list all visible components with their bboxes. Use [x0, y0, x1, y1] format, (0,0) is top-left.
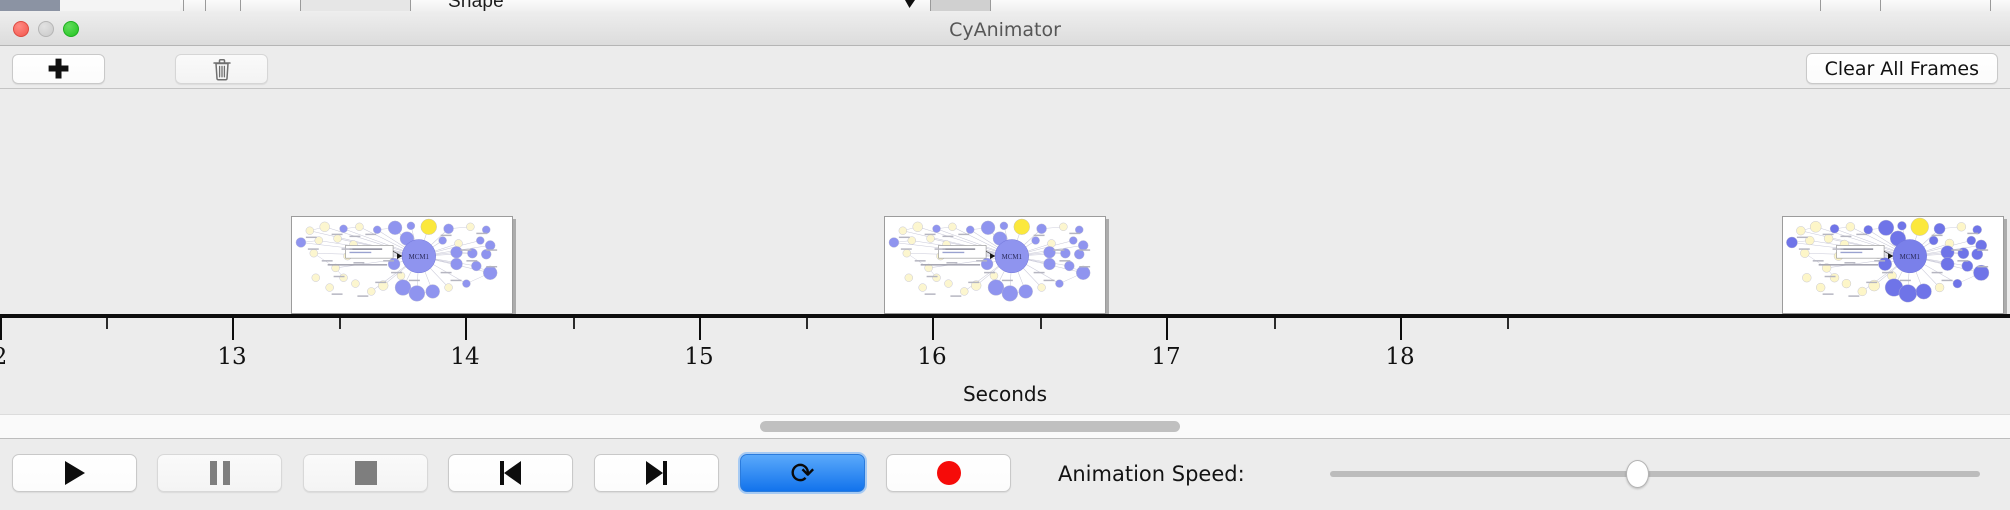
axis-tick-minor: [1274, 318, 1276, 329]
axis-tick-major: [465, 318, 467, 340]
axis-tick-label: 16: [917, 344, 947, 370]
axis-tick-major: [1166, 318, 1168, 340]
svg-text:MCM1: MCM1: [1900, 254, 1921, 261]
axis-title: Seconds: [962, 382, 1048, 406]
previous-frame-button[interactable]: [448, 454, 573, 492]
delete-frame-button[interactable]: [175, 54, 268, 84]
playback-control-bar: ⟳ Animation Speed:: [0, 438, 2010, 510]
minimize-button[interactable]: [38, 21, 54, 37]
close-button[interactable]: [13, 21, 29, 37]
loop-icon: ⟳: [790, 455, 815, 490]
loop-button[interactable]: ⟳: [740, 454, 865, 492]
timeline-scrollbar[interactable]: [0, 414, 2010, 438]
play-button[interactable]: [12, 454, 137, 492]
timeline-frame-thumbnail[interactable]: MCM1: [884, 216, 1106, 314]
axis-tick-major: [699, 318, 701, 340]
skip-previous-icon: [500, 461, 521, 485]
clear-all-frames-button[interactable]: Clear All Frames: [1805, 53, 1998, 84]
slider-thumb[interactable]: [1625, 460, 1649, 488]
axis-tick-label: 14: [450, 344, 480, 370]
animation-speed-slider[interactable]: [1330, 460, 1980, 488]
record-icon: [936, 461, 961, 485]
timeline-panel: MCM1 MCM1 MCM1 2 13 14 15 16 17 18 Seconds: [0, 89, 2010, 414]
axis-line: [0, 314, 2010, 318]
axis-tick-minor: [339, 318, 341, 329]
slider-rail: [1330, 471, 1980, 477]
skip-next-icon: [646, 461, 667, 485]
zoom-button[interactable]: [63, 21, 79, 37]
axis-tick-minor: [806, 318, 808, 329]
pause-icon: [209, 461, 230, 485]
timeline-frame-thumbnail[interactable]: MCM1: [291, 216, 513, 314]
axis-tick-label: 17: [1151, 344, 1181, 370]
timeline-track[interactable]: MCM1 MCM1 MCM1: [0, 89, 2010, 314]
stop-button[interactable]: [303, 454, 428, 492]
axis-tick-major: [0, 318, 2, 340]
stop-icon: [354, 461, 377, 485]
background-window-shape-label: Shape: [448, 0, 504, 12]
svg-text:MCM1: MCM1: [1002, 254, 1023, 261]
svg-text:MCM1: MCM1: [409, 254, 430, 261]
window-title: CyAnimator: [949, 19, 1061, 41]
timeline-axis: 2 13 14 15 16 17 18 Seconds: [0, 314, 2010, 414]
animation-speed-label: Animation Speed:: [1058, 462, 1245, 486]
window-traffic-lights: [13, 21, 79, 37]
axis-tick-label: 2: [0, 344, 7, 370]
axis-tick-minor: [106, 318, 108, 329]
axis-tick-major: [932, 318, 934, 340]
pause-button[interactable]: [157, 454, 282, 492]
axis-tick-major: [232, 318, 234, 340]
next-frame-button[interactable]: [594, 454, 719, 492]
axis-tick-label: 15: [684, 344, 714, 370]
axis-tick-label: 13: [217, 344, 247, 370]
add-frame-button[interactable]: ✚: [12, 54, 105, 84]
axis-tick-label: 18: [1385, 344, 1415, 370]
title-bar: CyAnimator: [0, 11, 2010, 46]
axis-tick-minor: [573, 318, 575, 329]
plus-icon: ✚: [47, 54, 70, 84]
timeline-scrollbar-thumb[interactable]: [760, 421, 1180, 432]
frame-toolbar: ✚ Clear All Frames: [0, 46, 2010, 89]
axis-tick-major: [1400, 318, 1402, 340]
record-button[interactable]: [886, 454, 1011, 492]
timeline-frame-thumbnail[interactable]: MCM1: [1782, 216, 2004, 314]
axis-tick-minor: [1040, 318, 1042, 329]
trash-icon: [212, 58, 231, 81]
play-icon: [64, 461, 85, 485]
axis-tick-minor: [1507, 318, 1509, 329]
